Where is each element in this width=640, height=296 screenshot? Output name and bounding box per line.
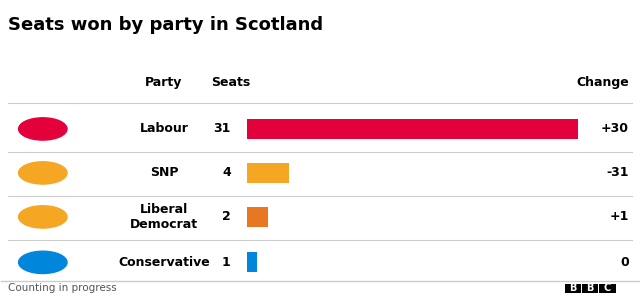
Text: +30: +30 xyxy=(601,123,629,136)
Text: B: B xyxy=(586,283,594,293)
Text: Counting in progress: Counting in progress xyxy=(8,283,116,293)
Circle shape xyxy=(19,206,67,228)
Text: Seats: Seats xyxy=(211,75,250,89)
FancyBboxPatch shape xyxy=(246,207,268,227)
Text: 4: 4 xyxy=(222,166,231,179)
Circle shape xyxy=(19,118,67,140)
Text: Liberal
Democrat: Liberal Democrat xyxy=(130,203,198,231)
Circle shape xyxy=(19,251,67,274)
Text: 0: 0 xyxy=(620,256,629,269)
FancyBboxPatch shape xyxy=(564,284,581,292)
FancyBboxPatch shape xyxy=(582,284,598,292)
Text: 31: 31 xyxy=(213,123,231,136)
FancyBboxPatch shape xyxy=(246,252,257,272)
Text: C: C xyxy=(604,283,611,293)
Circle shape xyxy=(19,162,67,184)
Text: Party: Party xyxy=(145,75,182,89)
FancyBboxPatch shape xyxy=(599,284,616,292)
Text: Conservative: Conservative xyxy=(118,256,210,269)
Text: Change: Change xyxy=(576,75,629,89)
Text: Seats won by party in Scotland: Seats won by party in Scotland xyxy=(8,16,323,34)
Text: -31: -31 xyxy=(607,166,629,179)
Text: B: B xyxy=(570,283,577,293)
FancyBboxPatch shape xyxy=(246,163,289,183)
Text: SNP: SNP xyxy=(150,166,178,179)
Text: +1: +1 xyxy=(610,210,629,223)
Text: 2: 2 xyxy=(222,210,231,223)
Text: 1: 1 xyxy=(222,256,231,269)
FancyBboxPatch shape xyxy=(246,119,578,139)
Text: Labour: Labour xyxy=(140,123,188,136)
